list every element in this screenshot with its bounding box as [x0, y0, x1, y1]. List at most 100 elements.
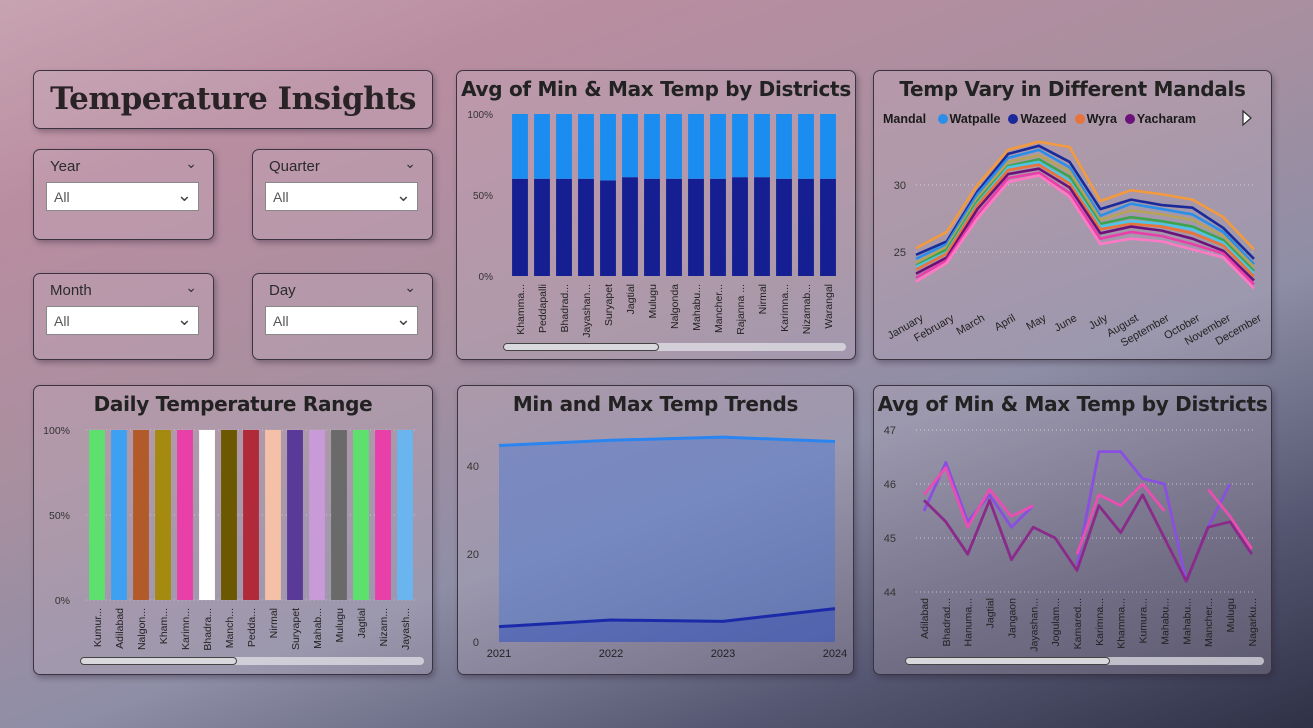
- x-tick-label: Pedda...: [246, 608, 258, 647]
- bar-segment: [820, 114, 836, 179]
- bar: [133, 430, 149, 600]
- x-tick-label: Jagtial: [356, 608, 368, 638]
- chevron-down-icon: ⌄: [176, 185, 192, 205]
- x-tick-label: April: [993, 312, 1018, 333]
- x-tick-label: Mancher...: [713, 284, 725, 333]
- bar-segment: [578, 178, 594, 276]
- x-tick-label: Jangaon: [1006, 598, 1018, 638]
- bar-segment: [556, 178, 572, 276]
- bar: [177, 430, 193, 600]
- day-slicer-label: Day: [269, 282, 296, 299]
- chevron-down-icon: ⌄: [176, 309, 192, 329]
- bar-segment: [776, 178, 792, 276]
- chevron-right-icon[interactable]: [1240, 109, 1254, 127]
- chevron-down-icon[interactable]: ⌄: [185, 156, 197, 172]
- legend-item-label[interactable]: Yacharam: [1136, 112, 1196, 126]
- year-dropdown[interactable]: All ⌄: [46, 182, 199, 211]
- page-title: Temperature Insights: [50, 81, 416, 117]
- series-line: [915, 167, 1255, 282]
- scrollbar-thumb[interactable]: [905, 657, 1110, 665]
- y-tick-label: 50%: [49, 510, 70, 522]
- legend-item-label[interactable]: Wyra: [1086, 112, 1117, 126]
- chevron-down-icon[interactable]: ⌄: [404, 156, 416, 172]
- bar-segment: [666, 178, 682, 276]
- bar-segment: [688, 178, 704, 276]
- bar: [89, 430, 105, 600]
- daily-range-title: Daily Temperature Range: [93, 392, 373, 416]
- x-tick-label: March: [954, 312, 986, 338]
- x-tick-label: Mancher...: [1203, 598, 1215, 647]
- x-tick-label: Manch...: [224, 608, 236, 648]
- x-tick-label: Kumur...: [92, 608, 104, 647]
- trends-chart: 0 20 40 2021 2022 2023 2024: [467, 435, 847, 660]
- day-dropdown[interactable]: All ⌄: [265, 306, 418, 335]
- min-area: [499, 608, 835, 642]
- x-tick-label: May: [1024, 312, 1048, 333]
- x-tick-label: Nagarku...: [1247, 598, 1259, 646]
- x-tick-label: Bhadrad...: [941, 598, 953, 646]
- chevron-down-icon[interactable]: ⌄: [185, 280, 197, 296]
- scrollbar-thumb[interactable]: [80, 657, 237, 665]
- y-tick-label: 0: [473, 637, 479, 649]
- quarter-slicer[interactable]: Quarter ⌄ All ⌄: [252, 149, 433, 240]
- legend-item-label[interactable]: Wazeed: [1020, 112, 1067, 126]
- bar-segment: [798, 114, 814, 179]
- scrollbar-thumb[interactable]: [503, 343, 659, 351]
- x-tick-label: Jayashan...: [1028, 598, 1040, 652]
- y-tick-label: 40: [467, 461, 479, 473]
- x-tick-label: Karimna...: [1094, 598, 1106, 646]
- bar-segment: [666, 114, 682, 179]
- x-tick-label: Mulugu: [1225, 598, 1237, 633]
- horizontal-scrollbar[interactable]: [905, 657, 1264, 665]
- legend-item-label[interactable]: Watpalle: [949, 112, 1001, 126]
- y-tick-label: 100%: [43, 425, 70, 437]
- bar-segment: [534, 114, 550, 179]
- x-tick-label: Khamma...: [515, 284, 527, 335]
- mandals-title: Temp Vary in Different Mandals: [899, 77, 1246, 101]
- x-tick-label: Bhadra...: [202, 608, 214, 651]
- bar-segment: [754, 114, 770, 178]
- chevron-down-icon[interactable]: ⌄: [404, 280, 416, 296]
- x-tick-label: Mahabu...: [691, 284, 703, 331]
- y-tick-label: 0%: [55, 595, 70, 607]
- series-line: [915, 153, 1255, 268]
- bar-segment: [622, 177, 638, 276]
- horizontal-scrollbar[interactable]: [80, 657, 424, 665]
- series-line: [1075, 482, 1166, 555]
- legend-dot: [1008, 114, 1019, 124]
- series-line: [922, 466, 1034, 529]
- district-bars-panel: Avg of Min & Max Temp by Districts 0% 50%…: [456, 70, 856, 360]
- series-line: [915, 140, 1255, 251]
- series-line: [915, 157, 1255, 272]
- bar-segment: [600, 114, 616, 181]
- series-line: [915, 174, 1255, 290]
- x-tick-label: Mahab...: [312, 608, 324, 649]
- horizontal-scrollbar[interactable]: [503, 343, 846, 351]
- month-dropdown-value: All: [54, 313, 70, 329]
- y-tick-label: 100%: [467, 110, 493, 121]
- x-tick-label: Adilabad: [114, 608, 126, 649]
- x-tick-label: Kamared...: [1072, 598, 1084, 649]
- x-tick-label: Adilabad: [919, 598, 931, 639]
- x-tick-label: Jagtial: [985, 598, 997, 628]
- y-tick-label: 46: [884, 479, 896, 491]
- month-dropdown[interactable]: All ⌄: [46, 306, 199, 335]
- x-tick-label: Kumura...: [1138, 598, 1150, 644]
- bar: [221, 430, 237, 600]
- x-tick-label: Jayash...: [400, 608, 412, 650]
- daily-range-panel: Daily Temperature Range 0% 50% 100% Kumur..…: [33, 385, 433, 675]
- quarter-dropdown[interactable]: All ⌄: [265, 182, 418, 211]
- year-dropdown-value: All: [54, 189, 70, 205]
- daily-range-chart: 0% 50% 100% Kumur... Adilabad Nalgon... Kham..…: [43, 425, 416, 651]
- x-tick-label: 2024: [823, 648, 847, 660]
- bar: [265, 430, 281, 600]
- x-tick-label: Mahabu...: [1181, 598, 1193, 645]
- bar: [199, 430, 215, 600]
- month-slicer[interactable]: Month ⌄ All ⌄: [33, 273, 214, 360]
- year-slicer[interactable]: Year ⌄ All ⌄: [33, 149, 214, 240]
- day-slicer[interactable]: Day ⌄ All ⌄: [252, 273, 433, 360]
- bar: [287, 430, 303, 600]
- district-lines-title: Avg of Min & Max Temp by Districts: [877, 392, 1268, 416]
- y-tick-label: 44: [884, 587, 896, 599]
- x-tick-label: Jayashan...: [581, 284, 593, 338]
